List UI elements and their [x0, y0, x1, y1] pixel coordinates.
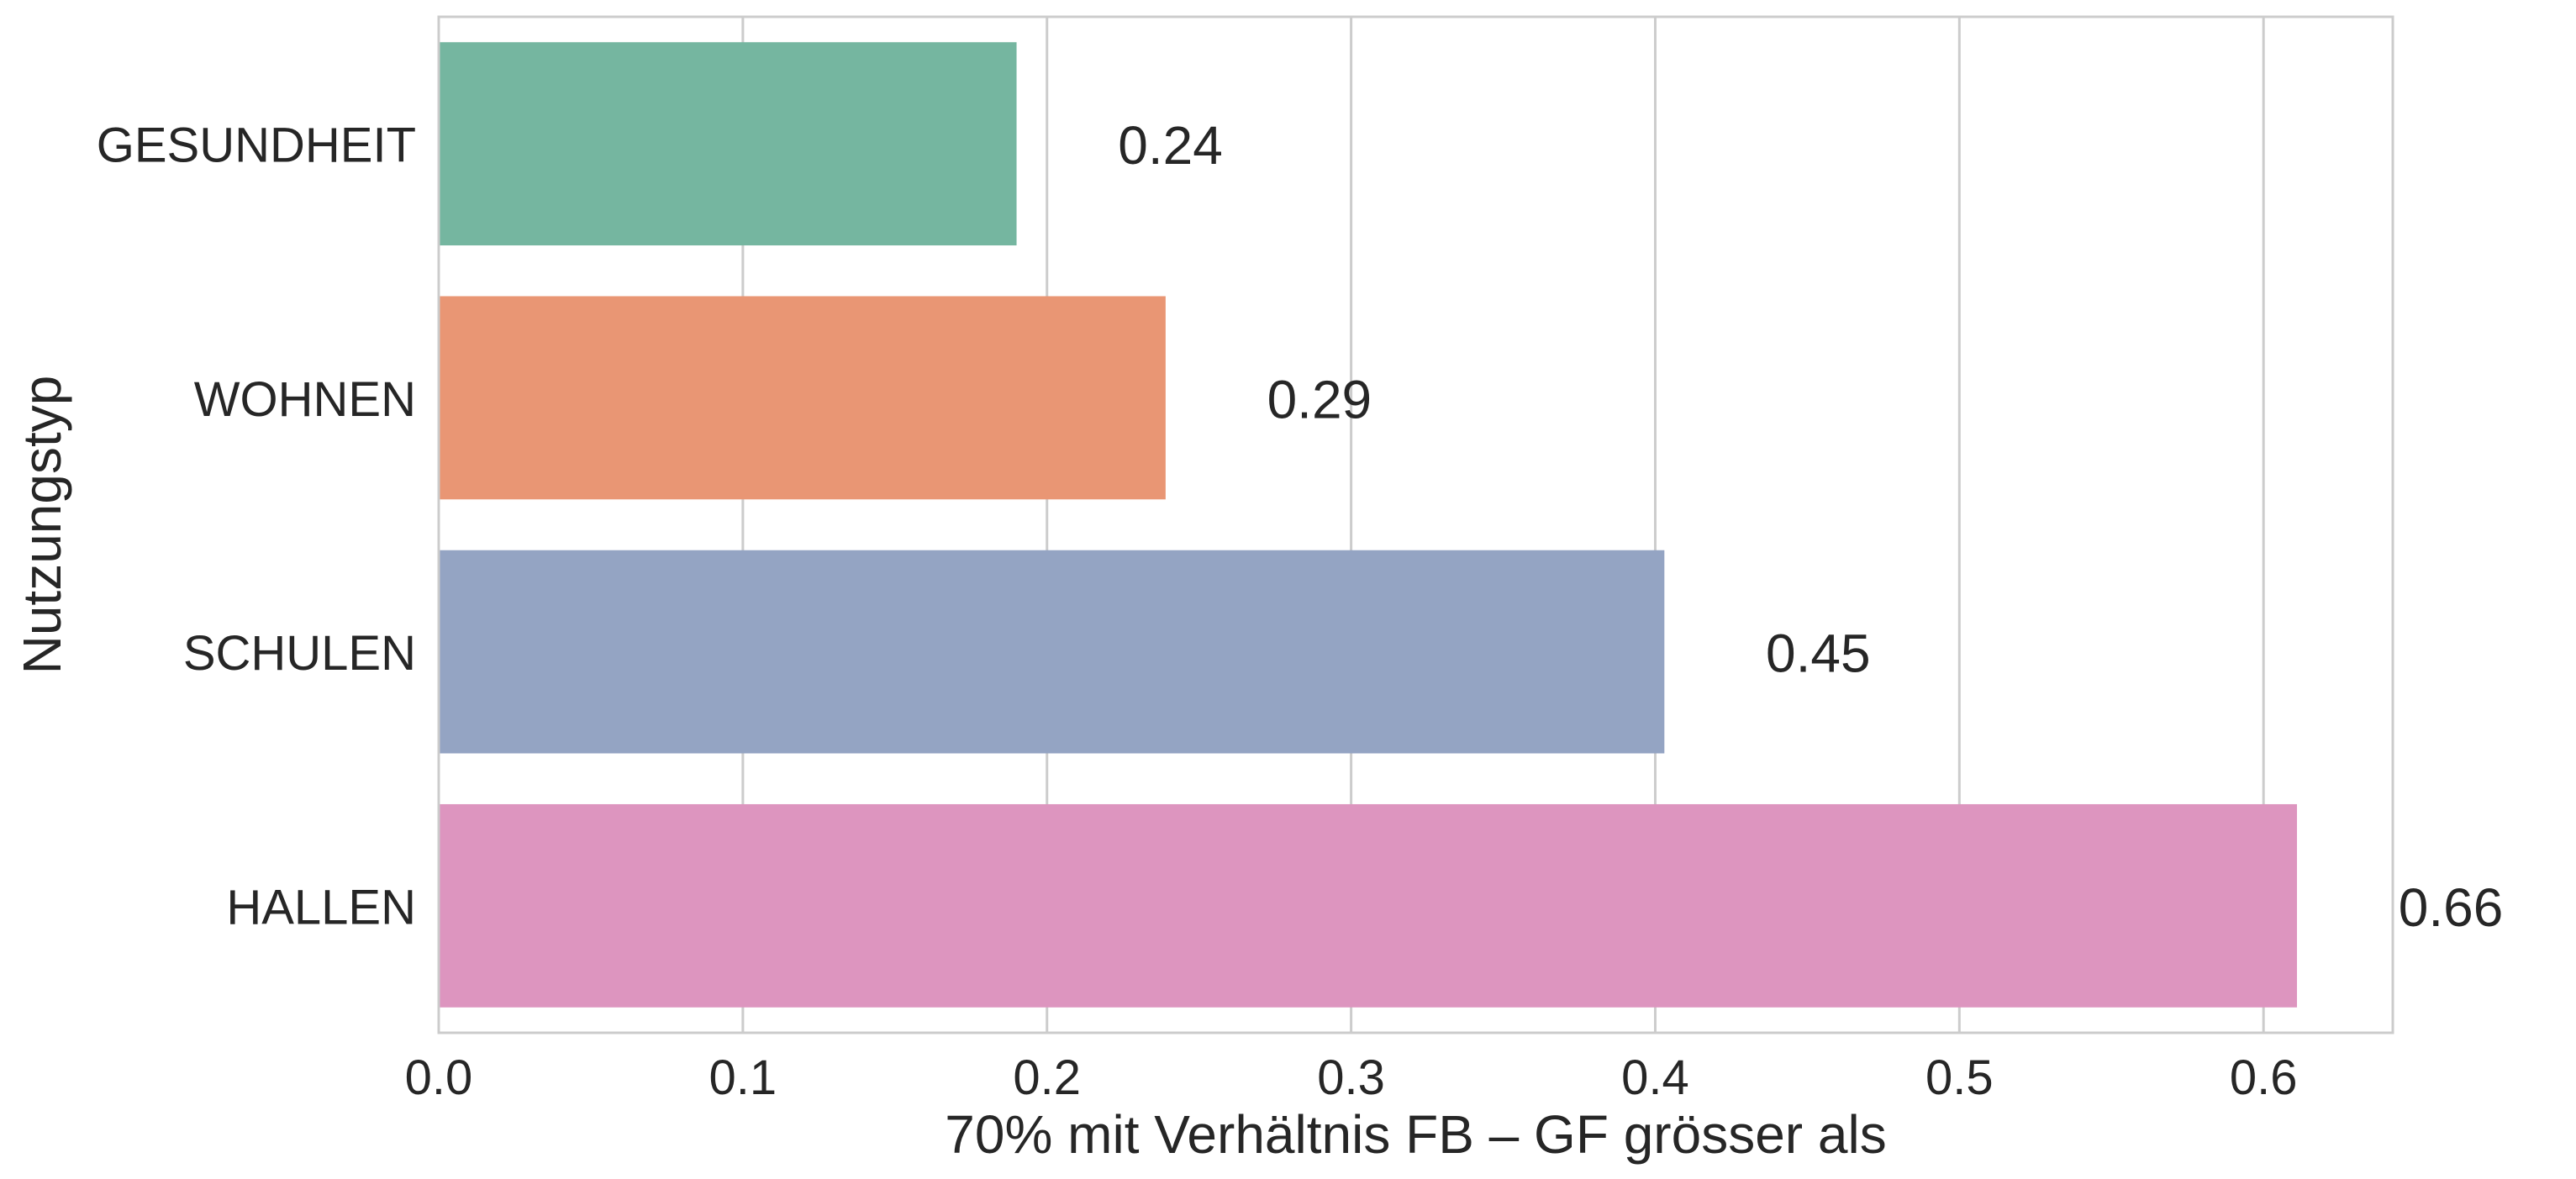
x-axis-title: 70% mit Verhältnis FB – GF grösser als: [945, 1104, 1886, 1165]
data-label: 0.45: [1766, 624, 1871, 684]
x-tick-label: 0.4: [1621, 1050, 1689, 1105]
y-tick-labels: GESUNDHEIT WOHNEN SCHULEN HALLEN: [97, 118, 416, 935]
x-tick-label: 0.1: [709, 1050, 777, 1105]
x-tick-labels: 0.0 0.1 0.2 0.3 0.4 0.5 0.6: [405, 1050, 2298, 1105]
data-labels: 0.24 0.29 0.45 0.66: [1118, 115, 2503, 938]
bars: [439, 42, 2298, 1008]
x-tick-label: 0.2: [1013, 1050, 1081, 1105]
data-label: 0.29: [1267, 369, 1372, 429]
bar-gesundheit: [439, 42, 1017, 246]
bar-schulen: [439, 550, 1665, 754]
y-tick-label: SCHULEN: [183, 626, 416, 681]
x-tick-label: 0.6: [2230, 1050, 2298, 1105]
bar-hallen: [439, 803, 2298, 1008]
y-tick-label: WOHNEN: [194, 372, 416, 427]
x-tick-label: 0.5: [1925, 1050, 1994, 1105]
x-tick-label: 0.0: [405, 1050, 473, 1105]
y-tick-label: GESUNDHEIT: [97, 118, 416, 173]
data-label: 0.66: [2399, 877, 2504, 938]
x-tick-label: 0.3: [1317, 1050, 1385, 1105]
data-label: 0.24: [1118, 115, 1223, 176]
bar-wohnen: [439, 296, 1166, 500]
y-tick-label: HALLEN: [226, 880, 416, 934]
plot-area-frame: [437, 15, 2394, 1034]
y-axis-title: Nutzungstyp: [12, 376, 72, 675]
